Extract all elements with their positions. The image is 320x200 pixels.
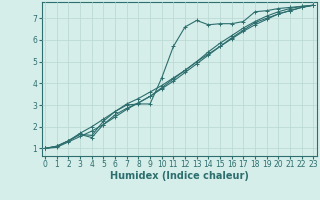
X-axis label: Humidex (Indice chaleur): Humidex (Indice chaleur) (110, 171, 249, 181)
